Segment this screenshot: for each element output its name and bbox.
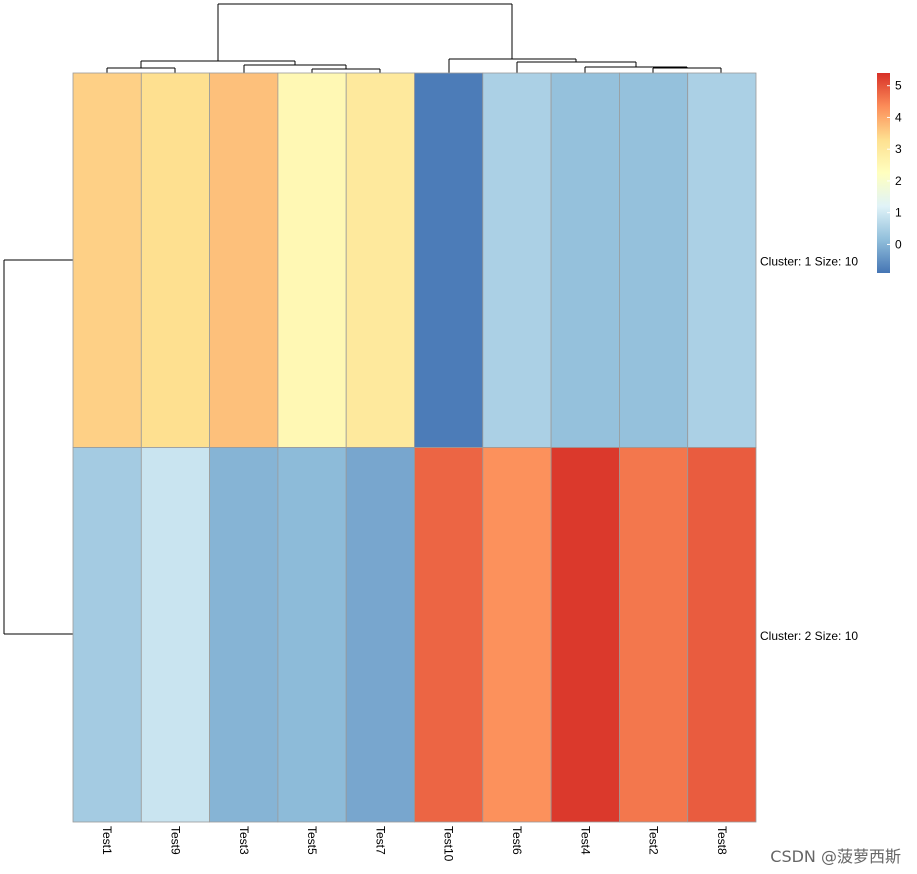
- color-legend: 0 1 2 3 4 5: [877, 73, 902, 273]
- row-label: Cluster: 1 Size: 10: [760, 254, 858, 268]
- watermark: CSDN @菠萝西斯: [770, 847, 901, 866]
- column-label: Test6: [510, 826, 524, 855]
- heatmap-cell: [687, 72, 757, 448]
- heatmap-cell: [550, 447, 620, 823]
- row-dendrogram: [3, 259, 73, 635]
- row-label: Cluster: 2 Size: 10: [760, 629, 858, 643]
- column-label: Test3: [237, 826, 251, 855]
- column-label: Test2: [647, 826, 661, 855]
- color-scale-label: 3: [895, 142, 902, 156]
- column-label: Test8: [715, 826, 729, 855]
- heatmap-cell: [414, 72, 484, 448]
- heatmap-cell: [72, 72, 142, 448]
- heatmap-cell: [209, 72, 279, 448]
- color-scale-label: 4: [895, 110, 902, 124]
- column-label: Test4: [578, 826, 592, 855]
- heatmap-cell: [687, 447, 757, 823]
- column-dendrogram: [106, 3, 722, 73]
- heatmap-cell: [414, 447, 484, 823]
- row-labels: Cluster: 1 Size: 10 Cluster: 2 Size: 10: [760, 254, 858, 643]
- color-scale-label: 5: [895, 79, 902, 93]
- color-scale-label: 2: [895, 174, 902, 188]
- heatmap-cell: [482, 447, 552, 823]
- heatmap-cell: [277, 447, 347, 823]
- color-scale-bar: [877, 73, 890, 273]
- column-label: Test5: [305, 826, 319, 855]
- color-scale-label: 1: [895, 206, 902, 220]
- heatmap-cell: [345, 72, 415, 448]
- color-scale-label: 0: [895, 237, 902, 251]
- heatmap-cell: [209, 447, 279, 823]
- heatmap-cell: [140, 447, 211, 823]
- column-label: Test7: [373, 826, 387, 855]
- heatmap-cell: [619, 447, 689, 823]
- heatmap-cell: [277, 72, 347, 448]
- column-label: Test1: [100, 826, 114, 855]
- heatmap-cell: [140, 72, 211, 448]
- heatmap-cell: [482, 72, 552, 448]
- column-labels: Test1 Test9 Test3 Test5 Test7 Test10 Test6 Test…: [100, 826, 729, 862]
- column-label: Test10: [442, 826, 456, 862]
- column-label: Test9: [168, 826, 182, 855]
- heatmap-cell: [345, 447, 415, 823]
- heatmap-cells: [72, 72, 757, 823]
- heatmap-cell: [619, 72, 689, 448]
- heatmap-cell: [550, 72, 620, 448]
- heatmap-cell: [72, 447, 142, 823]
